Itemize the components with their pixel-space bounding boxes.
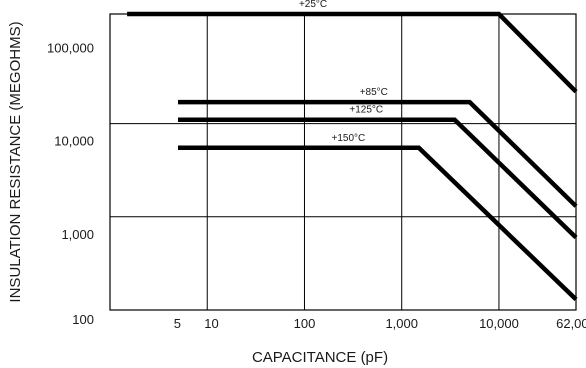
gridlines	[110, 14, 576, 310]
series-label-25-c: +25°C	[299, 0, 327, 10]
y-tick-label-10000: 10,000	[54, 134, 94, 149]
series-lines	[127, 11, 578, 302]
x-tick-label-5: 5	[174, 316, 181, 331]
y-tick-labels: 100 1,000 10,000 100,000	[47, 40, 94, 327]
x-tick-label-62000: 62,000	[556, 316, 586, 331]
x-tick-label-10: 10	[204, 316, 218, 331]
series-label-150-c: +150°C	[332, 133, 366, 144]
y-tick-label-1000: 1,000	[61, 227, 94, 242]
x-tick-label-10000: 10,000	[479, 316, 519, 331]
series-labels: +25°C +85°C +125°C +150°C	[299, 0, 388, 144]
x-tick-label-1000: 1,000	[385, 316, 418, 331]
series-line-150-c	[178, 145, 578, 302]
series-label-125-c: +125°C	[349, 105, 383, 116]
series-line-25-c	[127, 11, 578, 94]
series-line-125-c	[178, 117, 578, 240]
series-label-85-c: +85°C	[360, 87, 388, 98]
series-line-85-c	[178, 99, 578, 208]
x-tick-labels: 5 10 100 1,000 10,000 62,000	[174, 316, 586, 331]
plot-frame	[109, 13, 577, 311]
y-axis-title: INSULATION RESISTANCE (MEGOHMS)	[7, 21, 24, 302]
x-tick-label-100: 100	[294, 316, 316, 331]
x-axis-title: CAPACITANCE (pF)	[252, 349, 388, 366]
y-tick-label-100000: 100,000	[47, 40, 94, 55]
y-tick-label-100: 100	[72, 312, 94, 327]
